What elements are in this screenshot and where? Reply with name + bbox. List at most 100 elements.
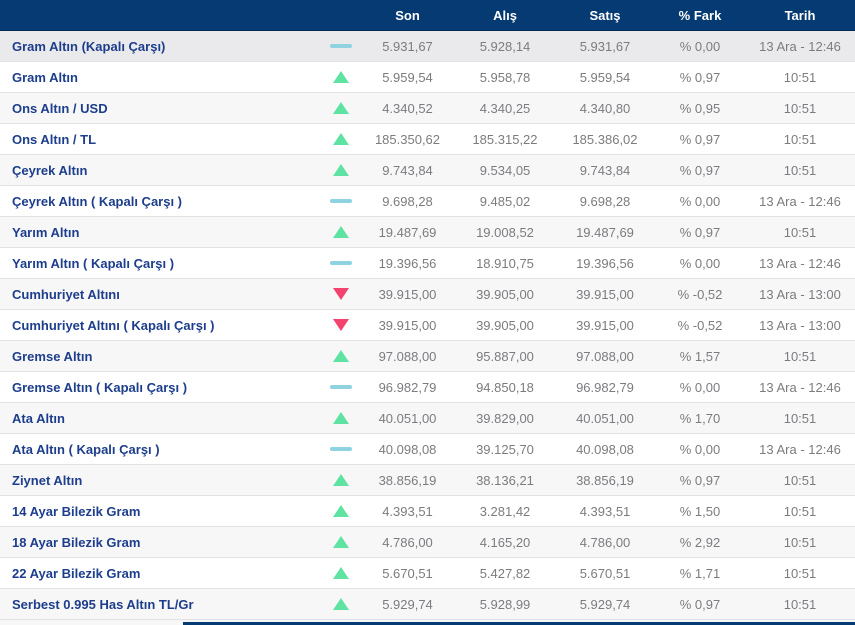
alis-value: 5.928,14 — [479, 38, 531, 54]
tarih-value: 10:51 — [783, 410, 817, 426]
fark-value: % 0,00 — [679, 379, 721, 395]
table-row[interactable]: Cumhuriyet Altını 39.915,00 39.905,00 39… — [0, 279, 855, 310]
trend-up-triangle-icon — [333, 71, 349, 83]
instrument-name[interactable]: Çeyrek Altın — [12, 162, 88, 178]
instrument-name[interactable]: 18 Ayar Bilezik Gram — [12, 534, 141, 550]
trend-down-triangle-icon — [333, 288, 349, 300]
table-row[interactable]: Gremse Altın 97.088,00 95.887,00 97.088,… — [0, 341, 855, 372]
alis-value: 39.829,00 — [476, 410, 534, 426]
alis-value: 39.905,00 — [476, 317, 534, 333]
fark-value: % -0,52 — [677, 286, 723, 302]
satis-value: 5.670,51 — [579, 565, 631, 581]
table-row[interactable]: 22 Ayar Bilezik Gram 5.670,51 5.427,82 5… — [0, 558, 855, 589]
instrument-name[interactable]: Ziynet Altın — [12, 472, 83, 488]
tarih-value: 10:51 — [783, 503, 817, 519]
fark-value: % 2,92 — [679, 534, 721, 550]
instrument-name[interactable]: Gremse Altın ( Kapalı Çarşı ) — [12, 379, 188, 395]
trend-up-triangle-icon — [333, 226, 349, 238]
table-row[interactable]: 18 Ayar Bilezik Gram 4.786,00 4.165,20 4… — [0, 527, 855, 558]
tarih-value: 10:51 — [783, 534, 817, 550]
fark-value: % 0,00 — [679, 38, 721, 54]
instrument-name[interactable]: Ons Altın / USD — [12, 100, 108, 116]
son-value: 97.088,00 — [378, 348, 437, 364]
table-row[interactable]: Ata Altın 40.051,00 39.829,00 40.051,00 … — [0, 403, 855, 434]
fark-value: % 0,00 — [679, 193, 721, 209]
table-row[interactable]: Ons Altın / TL 185.350,62 185.315,22 185… — [0, 124, 855, 155]
trend-up-triangle-icon — [333, 598, 349, 610]
table-row[interactable]: Cumhuriyet Altını ( Kapalı Çarşı ) 39.91… — [0, 310, 855, 341]
son-value: 5.959,54 — [382, 69, 433, 85]
instrument-name[interactable]: Gram Altın (Kapalı Çarşı) — [12, 38, 166, 54]
instrument-name[interactable]: Gremse Altın — [12, 348, 93, 364]
satis-value: 39.915,00 — [576, 317, 634, 333]
tarih-value: 10:51 — [783, 162, 817, 178]
trend-flat-dash-icon — [330, 447, 352, 451]
fark-value: % 1,70 — [679, 410, 721, 426]
alis-value: 5.928,99 — [479, 596, 531, 612]
son-value: 5.931,67 — [382, 38, 433, 54]
alis-value: 4.165,20 — [479, 534, 531, 550]
instrument-name[interactable]: Ata Altın ( Kapalı Çarşı ) — [12, 441, 160, 457]
instrument-name[interactable]: Yarım Altın — [12, 224, 80, 240]
son-value: 4.393,51 — [382, 503, 433, 519]
instrument-name[interactable]: 14 Ayar Bilezik Gram — [12, 503, 141, 519]
satis-value: 5.931,67 — [579, 38, 631, 54]
table-row[interactable]: Gram Altın 5.959,54 5.958,78 5.959,54 % … — [0, 62, 855, 93]
instrument-name[interactable]: Çeyrek Altın ( Kapalı Çarşı ) — [12, 193, 183, 209]
tarih-value: 13 Ara - 12:46 — [759, 38, 841, 54]
table-row[interactable]: 14 Ayar Bilezik Gram 4.393,51 3.281,42 4… — [0, 496, 855, 527]
tarih-value: 10:51 — [783, 131, 817, 147]
table-row[interactable]: Çeyrek Altın 9.743,84 9.534,05 9.743,84 … — [0, 155, 855, 186]
alis-value: 95.887,00 — [476, 348, 534, 364]
fark-value: % 0,95 — [679, 100, 721, 116]
instrument-name[interactable]: Ons Altın / TL — [12, 131, 97, 147]
instrument-name[interactable]: Ata Altın — [12, 410, 65, 426]
satis-value: 96.982,79 — [576, 379, 634, 395]
tarih-value: 10:51 — [783, 472, 817, 488]
trend-up-triangle-icon — [333, 102, 349, 114]
table-header-row: Son Alış Satış % Fark Tarih — [0, 0, 855, 31]
satis-value: 4.393,51 — [579, 503, 631, 519]
alis-value: 39.125,70 — [476, 441, 534, 457]
column-header-son: Son — [395, 7, 420, 23]
satis-value: 40.098,08 — [576, 441, 634, 457]
fark-value: % 0,97 — [679, 596, 721, 612]
fark-value: % 1,50 — [679, 503, 721, 519]
table-row[interactable]: Yarım Altın 19.487,69 19.008,52 19.487,6… — [0, 217, 855, 248]
instrument-name[interactable]: Serbest 0.995 Has Altın TL/Gr — [12, 596, 194, 612]
trend-up-triangle-icon — [333, 567, 349, 579]
table-row[interactable]: Ons Altın / USD 4.340,52 4.340,25 4.340,… — [0, 93, 855, 124]
table-row[interactable]: Yarım Altın ( Kapalı Çarşı ) 19.396,56 1… — [0, 248, 855, 279]
tarih-value: 13 Ara - 12:46 — [759, 441, 841, 457]
trend-up-triangle-icon — [333, 412, 349, 424]
fark-value: % 0,97 — [679, 224, 721, 240]
instrument-name[interactable]: Cumhuriyet Altını — [12, 286, 120, 302]
instrument-name[interactable]: Yarım Altın ( Kapalı Çarşı ) — [12, 255, 175, 271]
table-row[interactable]: Ziynet Altın 38.856,19 38.136,21 38.856,… — [0, 465, 855, 496]
satis-value: 19.487,69 — [576, 224, 634, 240]
son-value: 4.786,00 — [382, 534, 433, 550]
trend-flat-dash-icon — [330, 385, 352, 389]
instrument-name[interactable]: Gram Altın — [12, 69, 78, 85]
trend-flat-dash-icon — [330, 261, 352, 265]
alis-value: 3.281,42 — [479, 503, 531, 519]
instrument-name[interactable]: 22 Ayar Bilezik Gram — [12, 565, 141, 581]
column-header-alis: Alış — [493, 7, 517, 23]
column-header-tarih: Tarih — [784, 7, 816, 23]
alis-value: 9.485,02 — [479, 193, 531, 209]
satis-value: 40.051,00 — [576, 410, 634, 426]
table-row[interactable]: Serbest 0.995 Has Altın TL/Gr 5.929,74 5… — [0, 589, 855, 620]
table-row[interactable]: Çeyrek Altın ( Kapalı Çarşı ) 9.698,28 9… — [0, 186, 855, 217]
trend-flat-dash-icon — [330, 44, 352, 48]
fark-value: % -0,52 — [677, 317, 723, 333]
table-row[interactable]: Gremse Altın ( Kapalı Çarşı ) 96.982,79 … — [0, 372, 855, 403]
table-row[interactable]: Gram Altın (Kapalı Çarşı) 5.931,67 5.928… — [0, 31, 855, 62]
tarih-value: 13 Ara - 12:46 — [759, 193, 841, 209]
instrument-name[interactable]: Cumhuriyet Altını ( Kapalı Çarşı ) — [12, 317, 215, 333]
alis-value: 185.315,22 — [472, 131, 538, 147]
table-row[interactable]: Ata Altın ( Kapalı Çarşı ) 40.098,08 39.… — [0, 434, 855, 465]
tarih-value: 10:51 — [783, 224, 817, 240]
son-value: 9.698,28 — [382, 193, 433, 209]
son-value: 96.982,79 — [378, 379, 437, 395]
